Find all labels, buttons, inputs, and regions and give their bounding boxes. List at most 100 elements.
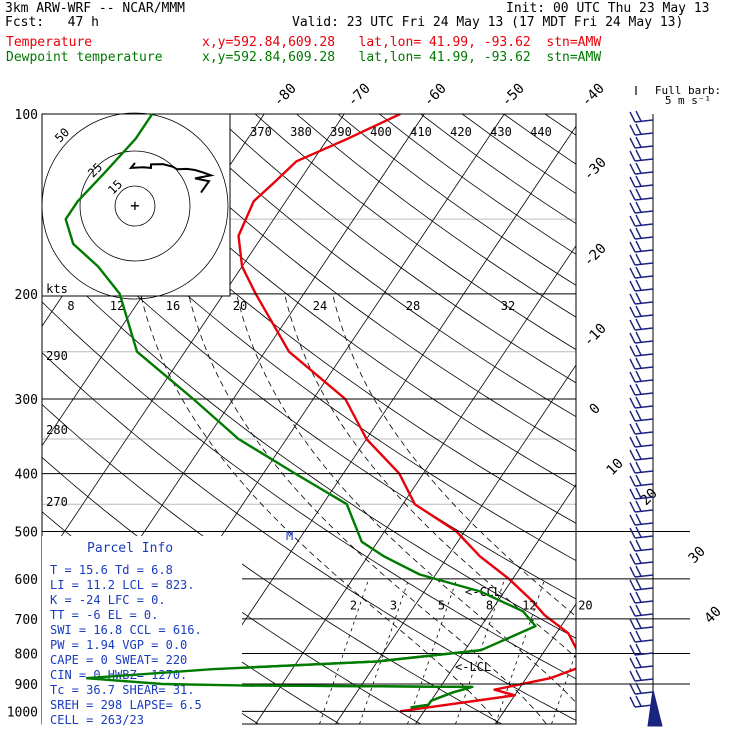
wind-barb-367 xyxy=(634,366,654,370)
wind-barb-406 xyxy=(634,405,654,409)
hodograph-ring-0 xyxy=(114,185,156,227)
wind-barb-536 xyxy=(634,535,654,539)
speed-label-32: 32 xyxy=(501,299,515,313)
theta-label-left-290: 290 xyxy=(46,349,68,363)
wind-barb-flag-a-445 xyxy=(635,435,642,447)
dry-adiabat-350 xyxy=(89,114,576,488)
wind-barb-flag-b-471 xyxy=(629,462,636,474)
pressure-tick-900: 900 xyxy=(15,678,38,693)
wind-barb-flag-a-419 xyxy=(635,409,642,421)
wind-barb-432 xyxy=(634,431,654,435)
dry-adiabat-280 xyxy=(42,403,502,724)
wind-barb-flag-a-614 xyxy=(635,604,642,616)
hodograph-box xyxy=(41,113,231,297)
model-title: 3km ARW-WRF -- NCAR/MMM xyxy=(5,1,186,16)
pressure-tick-200: 200 xyxy=(15,288,38,303)
wind-barb-flag-a-536 xyxy=(635,526,642,538)
speed-label-24: 24 xyxy=(313,299,327,313)
parcel-info-row-4: SWI = 16.8 CCL = 616. xyxy=(50,623,202,637)
isotherm-0 xyxy=(415,483,576,724)
wind-barb-flag-a-237 xyxy=(635,227,642,239)
wind-barb-flag-b-393 xyxy=(629,384,636,396)
wind-barb-flag-b-367 xyxy=(629,358,636,370)
wind-barb-flag-b-588 xyxy=(629,579,636,591)
wind-barb-497 xyxy=(634,496,654,500)
wind-barb-flag-b-380 xyxy=(629,371,636,383)
wind-barb-250 xyxy=(634,249,654,253)
wind-barb-flag-a-224 xyxy=(635,214,642,226)
wind-barb-705 xyxy=(634,704,654,708)
wind-barb-flag-b-627 xyxy=(629,618,636,630)
isotherm-label-0: 0 xyxy=(587,401,604,418)
dry-adiabat-290 xyxy=(42,352,576,721)
mixing-label-3: 3 xyxy=(390,598,397,612)
wind-barb-flag-b-237 xyxy=(629,228,636,240)
theta-label-440: 440 xyxy=(530,125,552,139)
wind-barb-328 xyxy=(634,327,654,331)
wind-barb-flag-b-666 xyxy=(629,657,636,669)
isotherm-label--10: -10 xyxy=(581,321,610,350)
speed-label-16: 16 xyxy=(166,299,180,313)
wind-barb-211 xyxy=(634,210,654,214)
wind-barb-flag-b-445 xyxy=(629,436,636,448)
wind-barb-flag-a-575 xyxy=(635,565,642,577)
wind-barb-flag-b-341 xyxy=(629,332,636,344)
isotherm-label--50: -50 xyxy=(499,81,528,110)
wind-barb-510 xyxy=(634,509,654,513)
wind-barb-flag-a-250 xyxy=(635,240,642,252)
wind-barb-flag-a-120 xyxy=(635,110,642,122)
wind-barb-315 xyxy=(634,314,654,318)
wind-barb-549 xyxy=(634,548,654,552)
isotherm-label-10: 10 xyxy=(604,456,627,479)
wind-barb-flag-b-705 xyxy=(629,696,636,708)
wind-barb-flag-b-523 xyxy=(629,514,636,526)
wind-barb-flag-a-679 xyxy=(635,669,642,681)
wind-barb-flag-a-159 xyxy=(635,149,642,161)
wind-barb-flag-a-367 xyxy=(635,357,642,369)
wind-barb-flag-b-276 xyxy=(629,267,636,279)
pressure-tick-600: 600 xyxy=(15,573,38,588)
speed-label-28: 28 xyxy=(406,299,420,313)
wind-barb-flag-a-263 xyxy=(635,253,642,265)
dewpoint-profile-lower xyxy=(86,649,482,709)
wind-barb-flag-b-133 xyxy=(629,124,636,136)
theta-label-390: 390 xyxy=(330,125,352,139)
dry-adiabat-460 xyxy=(544,114,576,136)
wind-key-line1: Full barb: xyxy=(655,84,721,97)
theta-label-420: 420 xyxy=(450,125,472,139)
wind-barb-flag-b-354 xyxy=(629,345,636,357)
wind-key-line2: 5 m s⁻¹ xyxy=(665,94,711,107)
wind-barb-flag-b-302 xyxy=(629,293,636,305)
speed-label-12: 12 xyxy=(110,299,124,313)
isotherm--100 xyxy=(0,114,24,724)
wind-barb-224 xyxy=(634,223,654,227)
dry-adiabat-360 xyxy=(130,114,576,452)
isotherm-label-40: 40 xyxy=(702,604,725,627)
temperature-profile xyxy=(237,114,576,713)
parcel-info-row-0: T = 15.6 Td = 6.8 xyxy=(50,563,173,577)
wind-barb-627 xyxy=(634,626,654,630)
wind-barb-flag-b-484 xyxy=(629,475,636,487)
wind-barb-484 xyxy=(634,483,654,487)
wind-barb-692 xyxy=(634,691,654,695)
wind-barb-flag-b-640 xyxy=(629,631,636,643)
parcel-info-row-3: TT = -6 EL = 0. xyxy=(50,608,158,622)
isotherm-20 xyxy=(575,722,576,724)
wind-barb-flag-b-263 xyxy=(629,254,636,266)
wind-barb-flag-b-679 xyxy=(629,670,636,682)
parcel-info-row-8: Tc = 36.7 SHEAR= 31. xyxy=(50,683,195,697)
isotherm-label--30: -30 xyxy=(581,155,610,184)
wind-barb-flag-a-640 xyxy=(635,630,642,642)
dry-adiabat-300 xyxy=(42,301,576,680)
theta-label-410: 410 xyxy=(410,125,432,139)
isotherm-40 xyxy=(736,114,740,724)
mixing-label-2: 2 xyxy=(350,598,357,612)
mixing-line-12 xyxy=(495,578,546,724)
wind-barb-146 xyxy=(634,145,654,149)
wind-barb-flag-a-510 xyxy=(635,500,642,512)
theta-label-430: 430 xyxy=(490,125,512,139)
isotherm-label--40: -40 xyxy=(579,81,608,110)
wind-barb-flag-a-406 xyxy=(635,396,642,408)
dry-adiabat-430 xyxy=(420,114,576,225)
